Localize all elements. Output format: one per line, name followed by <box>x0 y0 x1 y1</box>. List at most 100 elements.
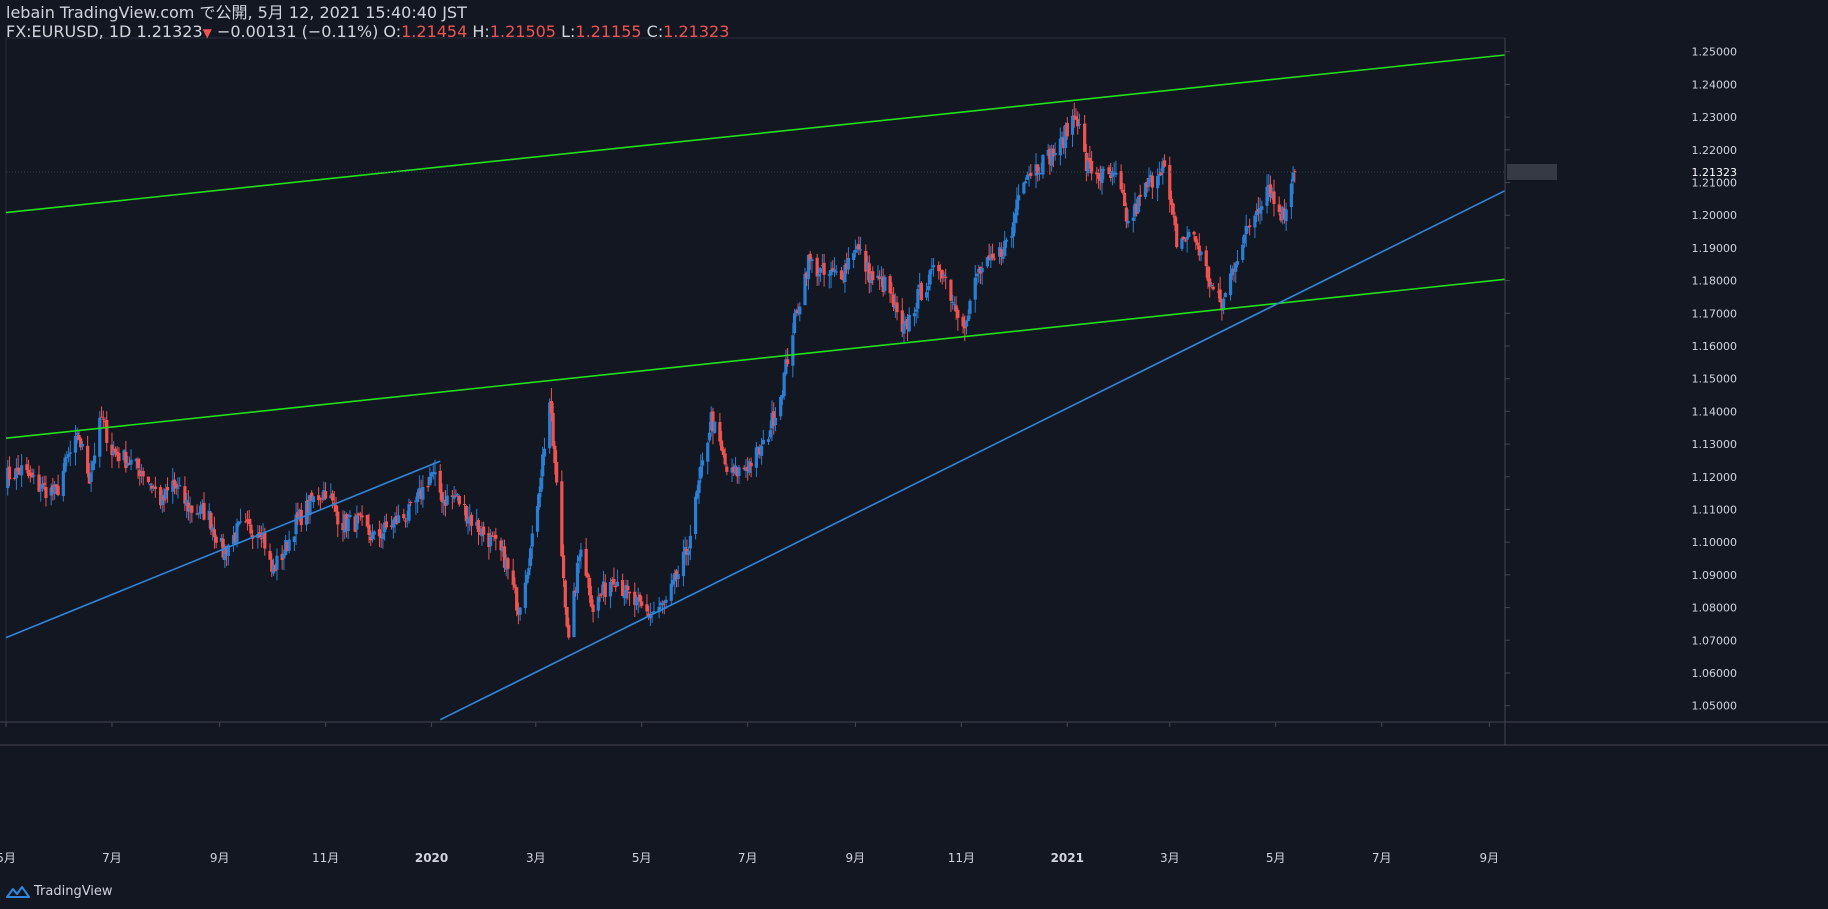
candle-up <box>1228 273 1233 296</box>
candle-up <box>843 264 847 282</box>
candle-up <box>756 446 760 448</box>
candle-up <box>577 556 581 562</box>
time-tick-label: 9月 <box>210 851 230 865</box>
candle-up <box>66 454 71 457</box>
candle-up <box>525 574 529 584</box>
candle-down <box>1282 208 1287 220</box>
candle-up <box>1185 236 1189 240</box>
candle-up <box>1039 172 1043 174</box>
candle-up <box>416 492 420 503</box>
candle-up <box>1265 186 1269 206</box>
candle-up <box>188 507 192 512</box>
candle-up <box>596 596 600 611</box>
candle-up <box>417 488 421 493</box>
candle-up <box>997 247 1002 257</box>
candle-down <box>1182 236 1186 240</box>
candle-up <box>634 597 639 606</box>
candle-up <box>393 516 397 522</box>
candle-up <box>200 504 204 509</box>
candle-down <box>28 474 32 476</box>
candle-up <box>1149 174 1153 178</box>
candle-up <box>1241 244 1245 260</box>
candle-down <box>99 416 104 418</box>
time-tick-label: 3月 <box>526 851 546 865</box>
candle-down <box>165 486 170 491</box>
price-axis[interactable]: 1.05000 1.06000 1.07000 1.08000 1.09000 1.100… <box>1504 38 1738 745</box>
candle-down <box>516 608 521 615</box>
chart-header: lebain TradingView.com で公開, 5月 12, 2021 … <box>6 3 729 41</box>
candle-down <box>553 445 557 463</box>
candle-down <box>42 483 46 485</box>
candle-up <box>185 500 189 506</box>
candle-up <box>810 259 814 262</box>
candle-down <box>1036 164 1040 174</box>
candle-down <box>742 467 746 470</box>
candle-up <box>858 249 863 251</box>
candle-down <box>25 464 29 471</box>
symbol-label[interactable]: FX:EURUSD, 1D <box>6 22 132 41</box>
candle-down <box>403 520 408 522</box>
price-tick-label: 1.23000 <box>1692 111 1738 124</box>
candle-up <box>853 250 857 253</box>
price-tick-label: 1.14000 <box>1692 405 1738 418</box>
trendlines[interactable] <box>5 54 1506 721</box>
candle-down <box>963 325 967 329</box>
candle-down <box>202 502 206 520</box>
candle-down <box>158 487 163 506</box>
candle-down <box>1195 242 1200 246</box>
candle-down <box>735 467 739 477</box>
candle-up <box>311 496 316 503</box>
candle-down <box>598 594 602 596</box>
candle-up <box>673 572 677 582</box>
candle-up <box>1133 203 1137 217</box>
candle-up <box>433 472 437 475</box>
candle-up <box>1284 209 1288 222</box>
time-tick-label: 3月 <box>1160 851 1180 865</box>
candle-down <box>603 582 607 597</box>
candle-down <box>440 492 444 503</box>
candle-up <box>75 432 79 436</box>
candle-up <box>539 477 543 492</box>
candle-down <box>1090 160 1094 174</box>
publish-line: lebain TradingView.com で公開, 5月 12, 2021 … <box>6 3 467 22</box>
candle-up <box>615 581 620 587</box>
time-axis[interactable]: 5月 7月 9月 11月 2020 3月 5月 7月 9月 11月 2021 3月 5月 7月 9月 <box>0 721 1828 865</box>
candle-down <box>54 484 58 488</box>
brand[interactable]: TradingView <box>6 884 113 899</box>
candle-down <box>249 524 253 534</box>
candle-up <box>681 551 686 577</box>
candle-down <box>1208 278 1212 287</box>
candle-down <box>1145 181 1149 188</box>
candle-up <box>445 495 449 505</box>
candle-down <box>831 268 835 271</box>
candle-down <box>336 511 340 525</box>
candle-up <box>1187 231 1191 237</box>
candle-up <box>63 457 67 472</box>
candle-down <box>487 533 491 547</box>
candle-up <box>171 480 175 492</box>
candle-down <box>117 453 121 462</box>
candle-up <box>733 465 738 474</box>
candle-up <box>1034 164 1038 176</box>
candle-up <box>294 514 298 535</box>
candle-down <box>720 440 724 451</box>
candle-down <box>172 479 177 486</box>
candle-up <box>49 487 53 496</box>
candle-down <box>992 258 996 260</box>
price-tick-label: 1.11000 <box>1692 503 1738 516</box>
candle-up <box>537 493 541 508</box>
candle-up <box>1147 178 1151 187</box>
candle-up <box>688 535 692 549</box>
candle-down <box>551 413 555 447</box>
candle-up <box>1244 225 1248 235</box>
candle-up <box>68 452 72 454</box>
candle-down <box>584 548 588 576</box>
candle-down <box>18 468 22 475</box>
candle-up <box>985 257 989 267</box>
candle-up <box>504 559 508 570</box>
candle-up <box>53 484 57 494</box>
candle-up <box>125 463 130 466</box>
candle-up <box>803 273 807 306</box>
candle-down <box>1065 122 1069 137</box>
